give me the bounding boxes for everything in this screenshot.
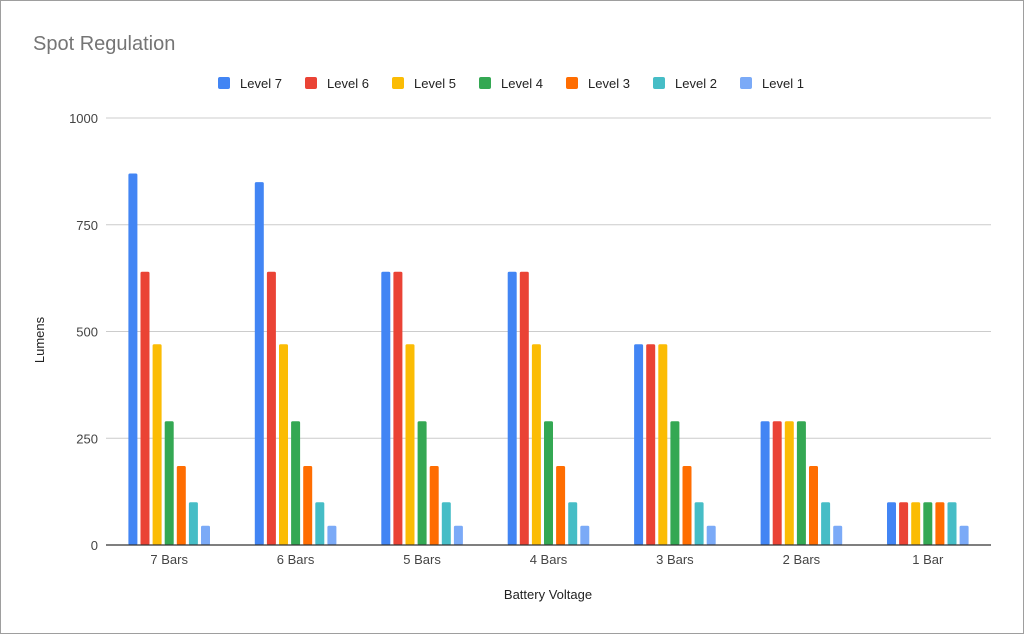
y-tick-label: 500 (76, 325, 98, 340)
bar-level-2-3-bars (694, 502, 704, 545)
bar-level-6-3-bars (646, 344, 656, 545)
bar-level-4-6-bars (291, 421, 301, 545)
bar-level-2-1-bar (947, 502, 957, 545)
bar-level-7-6-bars (254, 182, 264, 545)
bar-level-3-1-bar (935, 502, 945, 545)
bar-level-3-3-bars (682, 466, 692, 545)
bar-level-6-6-bars (266, 271, 276, 545)
legend-label: Level 6 (327, 76, 369, 91)
bar-level-4-4-bars (544, 421, 553, 545)
x-axis-ticks: 7 Bars 6 Bars 5 Bars 4 Bars 3 Bars 2 Bars 1 Ba… (150, 552, 944, 567)
legend-label: Level 2 (675, 76, 717, 91)
gridlines (106, 117, 991, 439)
bar-level-7-2-bars (760, 421, 770, 545)
bar-level-4-5-bars (417, 421, 427, 545)
bar-level-6-1-bar (899, 502, 909, 545)
bar-level-2-4-bars (568, 502, 578, 545)
bar-level-5-5-bars (405, 344, 415, 545)
bar-level-2-6-bars (315, 502, 325, 545)
bar-level-6-5-bars (393, 271, 403, 545)
bar-level-5-4-bars (531, 344, 541, 545)
bar-level-7-5-bars (381, 271, 391, 545)
bar-level-4-1-bar (923, 502, 933, 545)
x-tick-label: 7 Bars (150, 552, 188, 567)
bar-level-3-2-bars (809, 466, 818, 545)
bar-level-4-3-bars (670, 421, 680, 545)
bar-level-5-1-bar (911, 502, 921, 545)
bar-level-6-4-bars (519, 271, 529, 545)
x-tick-label: 5 Bars (403, 552, 441, 567)
bar-level-1-6-bars (327, 525, 337, 545)
bar-level-3-7-bars (176, 466, 186, 545)
bar-level-5-2-bars (784, 421, 794, 545)
legend-swatch (653, 77, 665, 89)
x-tick-label: 1 Bar (912, 552, 944, 567)
bar-level-6-7-bars (140, 271, 150, 545)
y-tick-label: 0 (91, 538, 98, 553)
bar-level-4-2-bars (796, 421, 806, 545)
bar-level-7-4-bars (507, 271, 517, 545)
legend-item-level-6: Level 6 (305, 76, 369, 91)
bar-level-7-3-bars (634, 344, 644, 545)
x-tick-label: 4 Bars (530, 552, 568, 567)
legend-swatch (566, 77, 578, 89)
bar-level-3-5-bars (429, 466, 439, 545)
y-axis-ticks: 0 250 500 750 1000 (69, 111, 98, 553)
bars (128, 173, 969, 545)
legend-label: Level 7 (240, 76, 282, 91)
bar-level-4-7-bars (164, 421, 174, 545)
bar-level-1-1-bar (959, 525, 969, 545)
legend-swatch (479, 77, 491, 89)
x-axis-label: Battery Voltage (504, 587, 592, 602)
legend-item-level-7: Level 7 (218, 76, 282, 91)
legend-swatch (392, 77, 404, 89)
legend-swatch (305, 77, 317, 89)
legend-swatch (218, 77, 230, 89)
legend-item-level-5: Level 5 (392, 76, 456, 91)
bar-level-2-7-bars (188, 502, 198, 545)
legend-label: Level 5 (414, 76, 456, 91)
bar-level-1-2-bars (833, 525, 843, 545)
bar-level-3-6-bars (303, 466, 313, 545)
bar-level-1-3-bars (706, 525, 716, 545)
bar-level-2-5-bars (441, 502, 451, 545)
legend-label: Level 3 (588, 76, 630, 91)
bar-level-1-4-bars (580, 525, 590, 545)
legend-swatch (740, 77, 752, 89)
bar-level-1-7-bars (201, 525, 210, 545)
y-tick-label: 1000 (69, 111, 98, 126)
bar-level-2-2-bars (821, 502, 831, 545)
legend-item-level-1: Level 1 (740, 76, 804, 91)
x-tick-label: 3 Bars (656, 552, 694, 567)
legend-label: Level 4 (501, 76, 543, 91)
legend: Level 7 Level 6 Level 5 Level 4 Level 3 Level… (218, 76, 804, 91)
y-tick-label: 250 (76, 431, 98, 446)
bar-level-5-6-bars (279, 344, 288, 545)
bar-level-1-5-bars (453, 525, 463, 545)
x-tick-label: 2 Bars (783, 552, 821, 567)
bar-level-5-3-bars (658, 344, 668, 545)
bar-level-7-7-bars (128, 173, 138, 545)
legend-item-level-2: Level 2 (653, 76, 717, 91)
bar-level-7-1-bar (887, 502, 896, 545)
y-tick-label: 750 (76, 218, 98, 233)
bar-level-5-7-bars (152, 344, 162, 545)
legend-item-level-3: Level 3 (566, 76, 630, 91)
bar-level-3-4-bars (556, 466, 566, 545)
x-tick-label: 6 Bars (277, 552, 315, 567)
chart-title: Spot Regulation (33, 33, 175, 55)
bar-level-6-2-bars (772, 421, 782, 545)
legend-item-level-4: Level 4 (479, 76, 543, 91)
y-axis-label: Lumens (32, 316, 47, 363)
legend-label: Level 1 (762, 76, 804, 91)
